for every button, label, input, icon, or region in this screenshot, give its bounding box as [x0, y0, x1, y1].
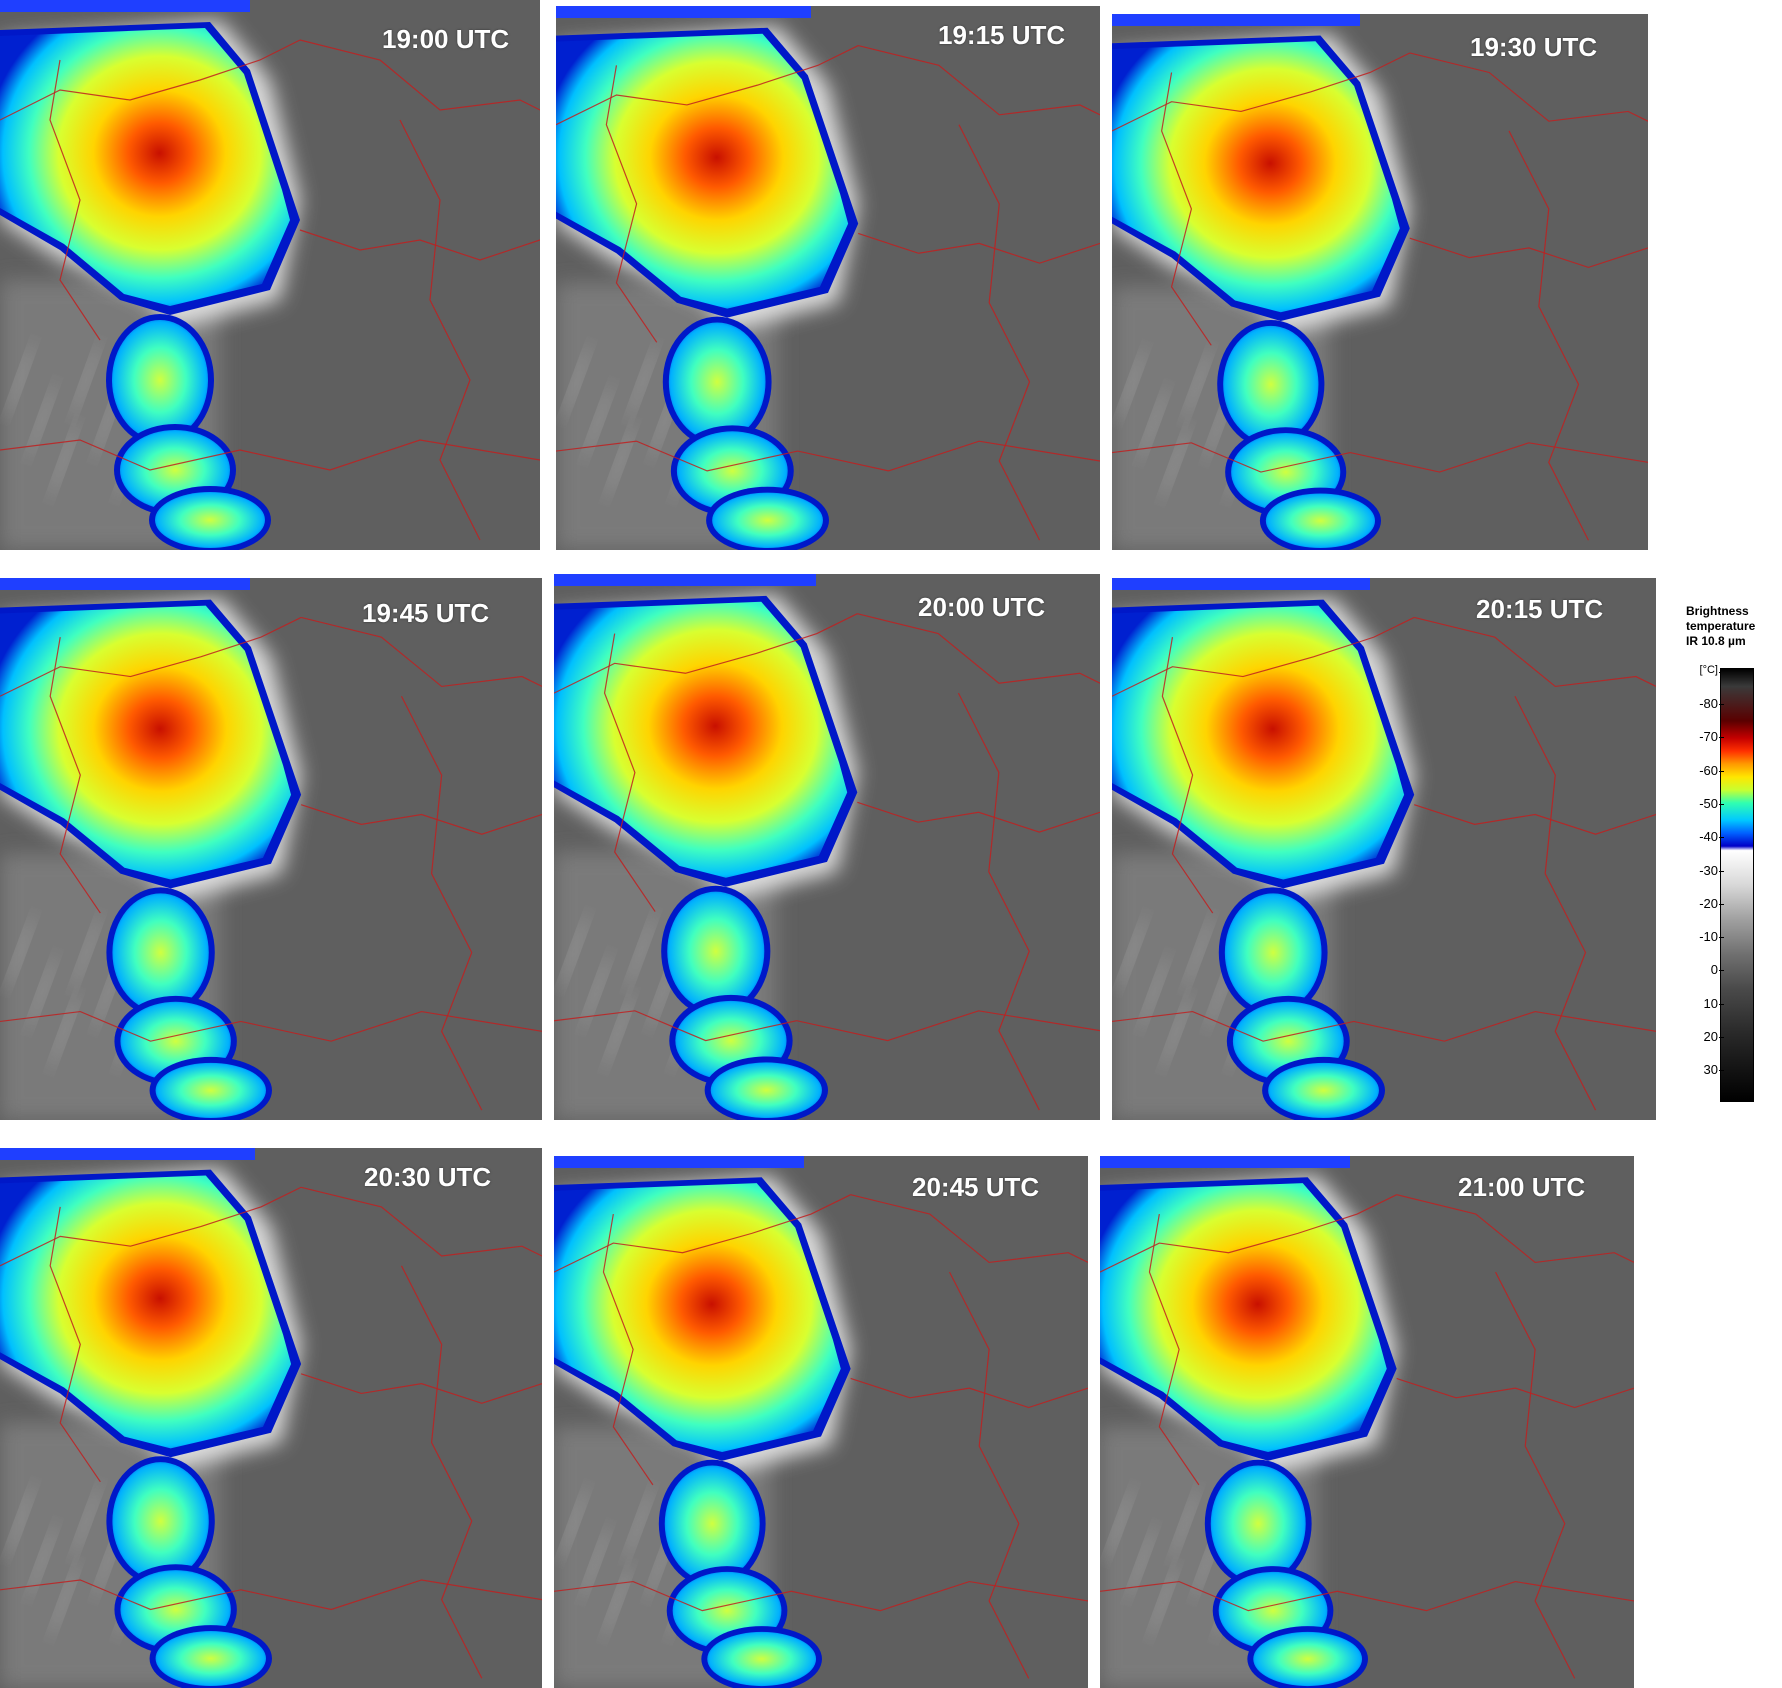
time-label: 20:45 UTC: [912, 1172, 1040, 1202]
satellite-panel-1: 19:00 UTC: [0, 0, 540, 550]
time-label: 19:30 UTC: [1470, 32, 1598, 62]
color-scale-legend: Brightness temperature IR 10.8 µm [°C] -…: [1682, 604, 1782, 1104]
legend-tick-label: 30: [1682, 1062, 1724, 1077]
legend-unit: [°C]: [1682, 664, 1724, 676]
storm-image-6: [1112, 578, 1656, 1120]
legend-title-line: temperature: [1686, 619, 1756, 633]
storm-image-4: [0, 578, 542, 1120]
header-strip: [1112, 578, 1370, 590]
time-label: 19:00 UTC: [382, 24, 510, 54]
storm-image-2: [556, 6, 1100, 550]
storm-image-9: [1100, 1156, 1634, 1688]
legend-tick-label: -40: [1682, 829, 1724, 844]
legend-title-line: IR 10.8 µm: [1686, 634, 1746, 648]
color-scale-bar: [1720, 668, 1754, 1102]
time-label: 19:15 UTC: [938, 20, 1066, 50]
storm-image-7: [0, 1148, 542, 1688]
time-label: 19:45 UTC: [362, 598, 490, 628]
legend-tick-label: 20: [1682, 1029, 1724, 1044]
time-label: 20:00 UTC: [918, 592, 1046, 622]
storm-image-3: [1112, 14, 1648, 550]
legend-tick-label: -80: [1682, 696, 1724, 711]
storm-image-8: [554, 1156, 1088, 1688]
satellite-panel-2: 19:15 UTC: [556, 6, 1100, 550]
header-strip: [554, 574, 816, 586]
header-strip: [1100, 1156, 1350, 1168]
storm-image-1: [0, 0, 540, 550]
header-strip: [0, 578, 250, 590]
satellite-panel-3: 19:30 UTC: [1112, 14, 1648, 550]
header-strip: [556, 6, 811, 18]
satellite-panel-4: 19:45 UTC: [0, 578, 542, 1120]
legend-tick-label: 0: [1682, 962, 1724, 977]
satellite-panel-8: 20:45 UTC: [554, 1156, 1088, 1688]
legend-title-line: Brightness: [1686, 604, 1749, 618]
legend-tick-label: -20: [1682, 896, 1724, 911]
storm-image-5: [554, 574, 1100, 1120]
satellite-panel-6: 20:15 UTC: [1112, 578, 1656, 1120]
header-strip: [554, 1156, 804, 1168]
legend-tick-label: -60: [1682, 763, 1724, 778]
satellite-panel-9: 21:00 UTC: [1100, 1156, 1634, 1688]
header-strip: [0, 1148, 255, 1160]
legend-title: Brightness temperature IR 10.8 µm: [1686, 604, 1780, 649]
time-label: 20:30 UTC: [364, 1162, 492, 1192]
legend-tick-label: -10: [1682, 929, 1724, 944]
time-label: 20:15 UTC: [1476, 594, 1604, 624]
legend-tick-label: -50: [1682, 796, 1724, 811]
header-strip: [1112, 14, 1360, 26]
time-label: 21:00 UTC: [1458, 1172, 1586, 1202]
satellite-panel-7: 20:30 UTC: [0, 1148, 542, 1688]
header-strip: [0, 0, 250, 12]
legend-tick-label: 10: [1682, 996, 1724, 1011]
satellite-panel-5: 20:00 UTC: [554, 574, 1100, 1120]
legend-tick-label: -70: [1682, 729, 1724, 744]
legend-tick-label: -30: [1682, 863, 1724, 878]
